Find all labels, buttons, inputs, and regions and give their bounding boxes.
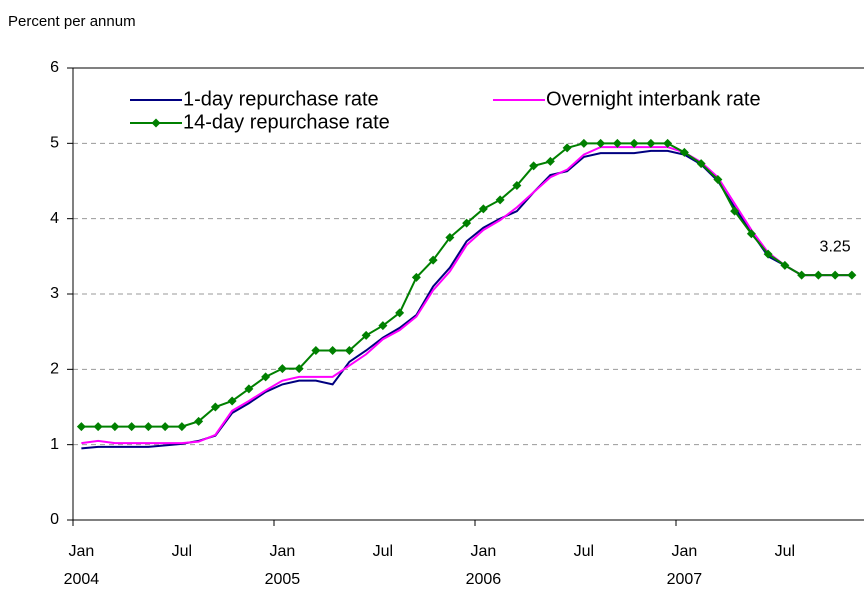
point-marker [529,161,539,171]
y-tick-label: 6 [50,59,59,76]
point-marker [210,402,220,412]
y-axis-label: Percent per annum [8,13,136,30]
point-marker [579,138,589,148]
x-tick-label: Jul [574,543,594,560]
point-marker [730,206,740,216]
legend-label: Overnight interbank rate [546,88,761,110]
point-marker [194,416,204,426]
point-marker [261,372,271,382]
point-marker [830,270,840,280]
point-marker [663,138,673,148]
series-line [81,149,852,450]
x-tick-label: Jul [775,543,795,560]
point-marker [847,270,857,280]
point-marker [813,270,823,280]
legend-marker [151,118,161,128]
x-tick-label: Jan [470,543,496,560]
point-marker [227,396,237,406]
point-marker [612,138,622,148]
point-marker [294,364,304,374]
point-marker [110,422,120,432]
legend-label: 14-day repurchase rate [183,111,390,133]
y-tick-label: 3 [50,285,59,302]
point-marker [746,229,756,239]
data-label: 3.25 [820,238,851,255]
point-marker [596,138,606,148]
point-marker [495,195,505,205]
point-marker [428,255,438,265]
point-marker [160,422,170,432]
point-marker [763,249,773,259]
point-marker [462,218,472,228]
point-marker [277,364,287,374]
point-marker [395,308,405,318]
point-marker [328,346,338,355]
point-marker [545,156,555,166]
x-year-label: 2007 [667,571,703,588]
point-marker [445,233,455,242]
point-marker [562,143,572,153]
y-tick-label: 1 [50,436,59,453]
y-tick-label: 0 [50,511,59,528]
x-tick-label: Jul [172,543,192,560]
point-marker [361,330,371,340]
series-line [81,142,852,428]
point-marker [244,384,254,394]
point-marker [478,204,488,214]
point-marker [344,346,354,355]
point-marker [143,422,153,432]
y-tick-label: 2 [50,361,59,378]
point-marker [93,422,103,432]
point-marker [797,270,807,280]
point-marker [378,321,388,331]
x-year-label: 2005 [265,571,301,588]
point-marker [177,422,187,432]
point-marker [127,422,137,432]
point-marker [780,260,790,270]
x-year-label: 2006 [466,571,502,588]
point-marker [629,138,639,148]
point-marker [696,159,706,169]
point-marker [76,422,86,432]
point-marker [713,174,723,184]
x-tick-label: Jan [68,543,94,560]
x-tick-label: Jan [269,543,295,560]
series-line [81,146,852,445]
point-marker [646,138,656,148]
y-tick-label: 4 [50,210,59,227]
x-tick-label: Jul [373,543,393,560]
x-tick-label: Jan [671,543,697,560]
legend-label: 1-day repurchase rate [183,88,379,110]
point-marker [411,272,421,282]
point-marker [512,181,522,191]
point-marker [311,346,321,355]
x-year-label: 2004 [64,571,100,588]
y-tick-label: 5 [50,135,59,152]
point-marker [679,147,689,157]
